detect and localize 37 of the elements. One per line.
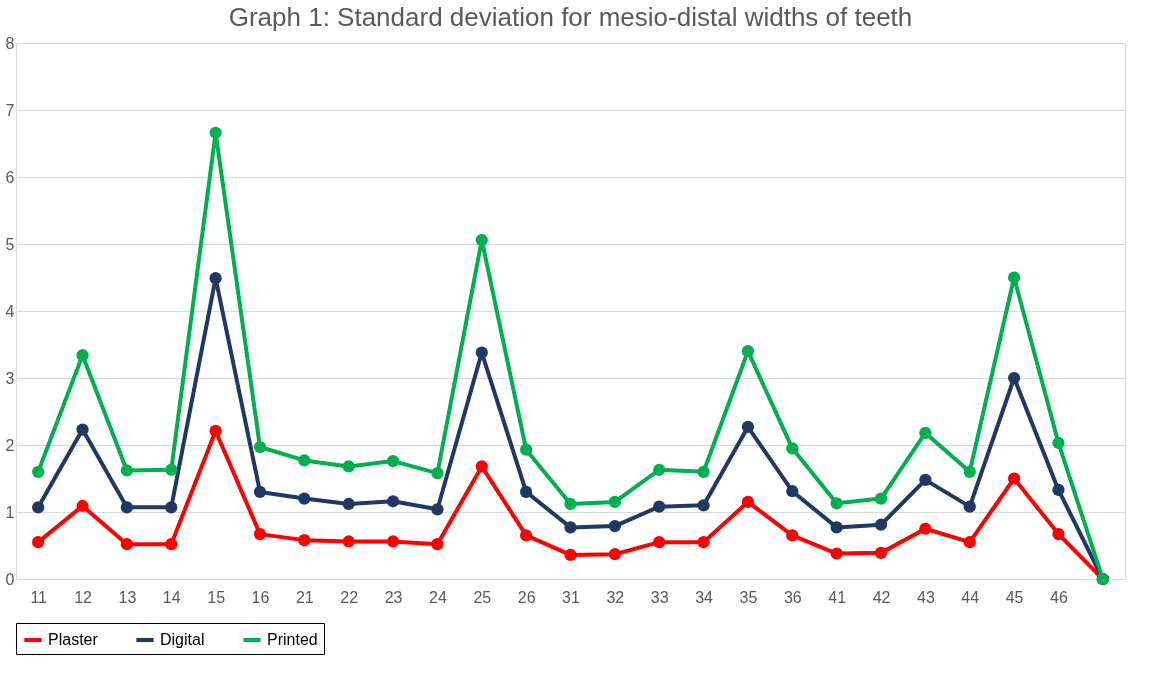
x-tick-label: 43 [916, 588, 935, 606]
y-tick-label: 4 [5, 302, 15, 320]
chart-title: Graph 1: Standard deviation for mesio-distal widths of teeth [228, 2, 913, 32]
x-tick-label: 36 [783, 588, 802, 606]
y-tick-label: 2 [5, 436, 15, 454]
x-tick-label: 22 [340, 588, 359, 606]
x-tick-label: 13 [118, 588, 137, 606]
x-tick-label: 23 [384, 588, 403, 606]
x-tick-label: 46 [1050, 588, 1068, 606]
x-tick-label: 45 [1005, 588, 1024, 606]
y-tick-label: 0 [5, 570, 15, 588]
y-tick-label: 7 [5, 101, 15, 119]
legend-label: Printed [267, 631, 318, 648]
x-tick-label: 32 [606, 588, 625, 606]
y-tick-label: 6 [5, 168, 15, 186]
x-tick-label: 11 [30, 588, 48, 606]
x-tick-label: 21 [295, 588, 314, 606]
x-tick-label: 15 [207, 588, 226, 606]
x-tick-label: 35 [739, 588, 758, 606]
x-tick-label: 42 [872, 588, 891, 606]
legend-label: Digital [160, 631, 205, 648]
x-tick-label: 26 [517, 588, 536, 606]
x-tick-label: 31 [562, 588, 580, 606]
x-tick-label: 41 [828, 588, 847, 606]
legend-label: Plaster [48, 631, 99, 648]
y-tick-label: 1 [5, 503, 15, 521]
x-tick-label: 25 [473, 588, 492, 606]
x-tick-label: 44 [961, 588, 980, 606]
y-tick-label: 5 [5, 235, 15, 253]
x-tick-label: 12 [74, 588, 93, 606]
y-tick-label: 8 [5, 34, 15, 52]
x-tick-label: 16 [251, 588, 270, 606]
x-tick-label: 34 [695, 588, 714, 606]
y-tick-label: 3 [5, 369, 15, 387]
x-tick-label: 14 [162, 588, 181, 606]
x-tick-label: 33 [650, 588, 669, 606]
x-tick-label: 24 [429, 588, 447, 606]
